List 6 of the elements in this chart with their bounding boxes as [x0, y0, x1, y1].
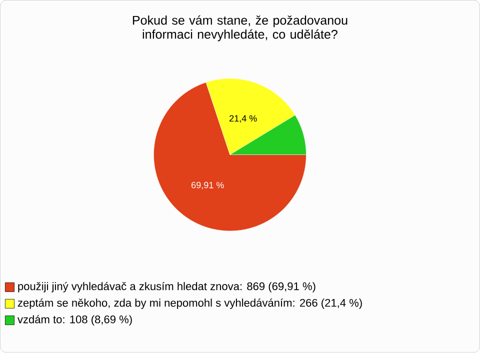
- chart-title: Pokud se vám stane, že požadovanou informaci nevyhledáte, co uděláte?: [132, 16, 348, 42]
- legend-label: zeptám se někoho, zda by mi nepomohl s vyhledáváním: 266 (21,4 %): [18, 298, 362, 310]
- data-label: 21,4 %: [230, 115, 257, 123]
- legend-label: vzdám to: 108 (8,69 %): [17, 315, 132, 326]
- data-label: 69,91 %: [192, 182, 224, 190]
- legend-label: použiji jiný vyhledávač a zkusím hledat znova: 869 (69,91 %): [18, 282, 316, 293]
